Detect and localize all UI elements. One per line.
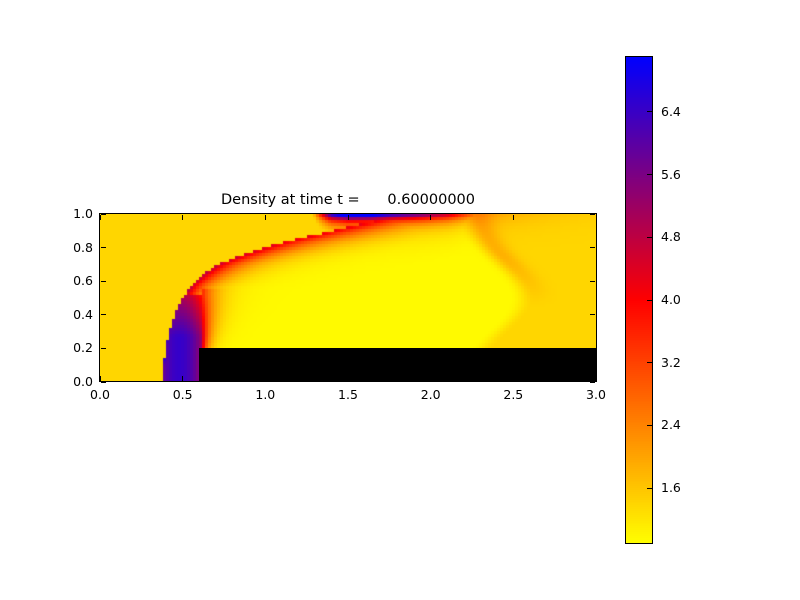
tick-mark <box>430 376 432 381</box>
tick-mark <box>590 347 595 349</box>
x-tick-label: 0.5 <box>172 387 193 402</box>
step-obstacle <box>199 348 596 382</box>
tick-mark <box>595 376 597 381</box>
y-tick-label: 0.2 <box>73 340 93 356</box>
colorbar-tick-mark <box>647 424 652 426</box>
x-tick-label: 1.5 <box>338 387 358 402</box>
colorbar-tick-label: 4.8 <box>661 229 681 245</box>
tick-mark <box>512 215 514 220</box>
x-tick-label: 2.0 <box>420 387 441 402</box>
tick-mark <box>512 376 514 381</box>
y-tick-label: 0.8 <box>73 239 93 255</box>
colorbar-tick-mark <box>647 299 652 301</box>
y-tick-label: 1.0 <box>73 206 93 221</box>
tick-mark <box>101 347 106 349</box>
colorbar-tick-label: 4.0 <box>661 292 681 307</box>
y-tick-label: 0.6 <box>73 273 93 289</box>
tick-mark <box>101 247 106 249</box>
tick-mark <box>590 213 595 215</box>
colorbar-tick-mark <box>647 236 652 238</box>
tick-mark <box>101 280 106 282</box>
colorbar-tick-label: 6.4 <box>661 103 681 119</box>
x-tick-label: 3.0 <box>586 387 606 402</box>
colorbar-tick-label: 1.6 <box>661 480 681 496</box>
x-tick-label: 1.0 <box>255 387 276 402</box>
tick-mark <box>101 381 106 383</box>
tick-mark <box>347 376 349 381</box>
tick-mark <box>590 381 595 383</box>
colorbar-tick-mark <box>647 362 652 364</box>
y-tick-label: 0.4 <box>73 306 93 322</box>
colorbar-tick-label: 5.6 <box>661 166 681 182</box>
tick-mark <box>99 215 101 220</box>
colorbar-tick-label: 3.2 <box>661 354 681 370</box>
colorbar-tick-label: 2.4 <box>661 417 681 433</box>
colorbar-tick-mark <box>647 487 652 489</box>
x-tick-label: 2.5 <box>503 387 524 402</box>
tick-mark <box>264 376 266 381</box>
tick-mark <box>590 247 595 249</box>
tick-mark <box>347 215 349 220</box>
colorbar-tick-mark <box>647 111 652 113</box>
y-tick-label: 0.0 <box>73 374 93 389</box>
tick-mark <box>101 314 106 316</box>
tick-mark <box>590 280 595 282</box>
tick-mark <box>590 314 595 316</box>
colorbar-tick-mark <box>647 174 652 176</box>
tick-mark <box>182 376 184 381</box>
tick-mark <box>264 215 266 220</box>
tick-mark <box>101 213 106 215</box>
x-tick-label: 0.0 <box>90 387 110 402</box>
plot-title: Density at time t = 0.60000000 <box>220 192 476 208</box>
tick-mark <box>99 376 101 381</box>
tick-mark <box>595 215 597 220</box>
tick-mark <box>182 215 184 220</box>
tick-mark <box>430 215 432 220</box>
